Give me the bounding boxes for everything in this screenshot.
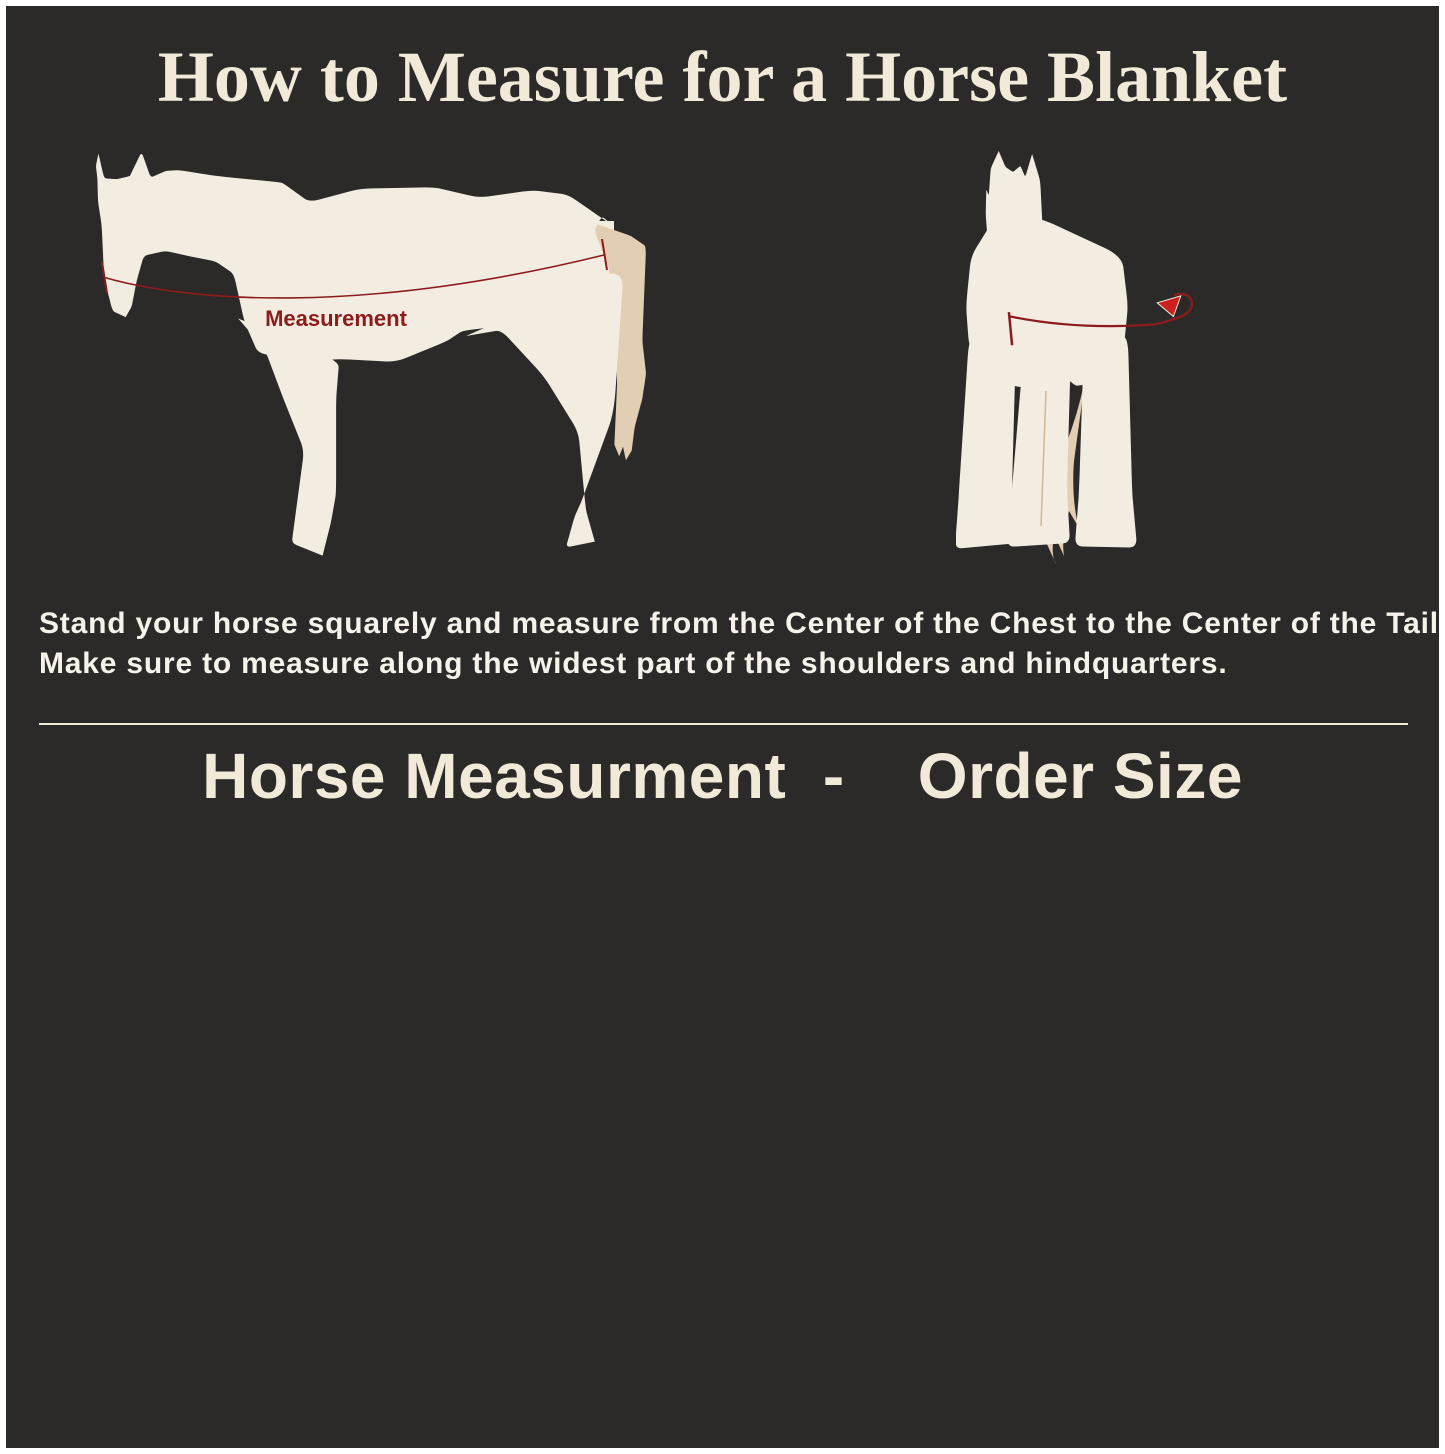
svg-text:Measurement: Measurement xyxy=(265,306,408,331)
